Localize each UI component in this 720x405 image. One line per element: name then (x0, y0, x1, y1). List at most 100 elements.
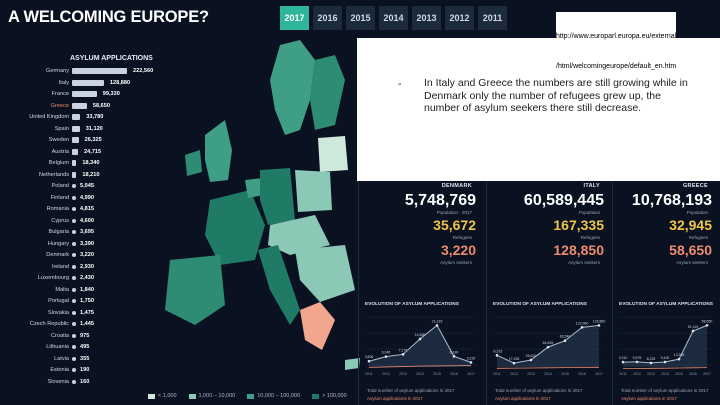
panel-refugees: 35,672 (433, 217, 476, 233)
data-label: 9,310 (619, 356, 627, 360)
legend-swatch (148, 393, 155, 399)
x-tick-label: 2014 (544, 372, 552, 376)
data-label: 9,575 (633, 356, 642, 360)
country-dot (72, 207, 76, 211)
country-row: Bulgaria 3,695 (0, 227, 150, 237)
url-line[interactable]: http://www.europarl.europa.eu/external (556, 33, 677, 40)
country-value: 3,390 (80, 240, 94, 247)
country-value: 26,325 (84, 137, 102, 143)
country-name: Greece (50, 102, 69, 109)
country-name: Finland (50, 194, 69, 201)
country-dot (72, 241, 76, 246)
x-tick-label: 2013 (647, 372, 655, 376)
country-name: Cyprus (51, 217, 69, 224)
x-tick-label: 2011 (619, 372, 627, 376)
x-tick-label: 2012 (510, 372, 518, 376)
x-tick-label: 2015 (561, 372, 569, 376)
panel-country: DENMARK (441, 183, 472, 189)
country-row: Estonia 190 (0, 365, 150, 375)
data-point (649, 361, 653, 365)
panel-asylum-label: Asylum seekers (676, 260, 708, 265)
country-row: Malta 1,840 (0, 285, 150, 295)
country-dot (72, 356, 76, 361)
country-name: Malta (55, 286, 69, 293)
series-area (369, 325, 471, 367)
data-label: 3,220 (467, 356, 476, 360)
year-tab-2012[interactable]: 2012 (445, 6, 474, 30)
country-row: Italy 128,880 (0, 78, 150, 88)
year-tab-2013[interactable]: 2013 (412, 6, 441, 30)
europe-map (165, 40, 360, 370)
panel-asylum-label: Asylum seekers (440, 260, 472, 265)
legend-item: < 1,000 (148, 393, 177, 399)
legend-swatch (188, 393, 196, 399)
country-value: 1,445 (80, 321, 94, 327)
chart-legend-asylum: Asylum applications in 2017 (621, 396, 677, 401)
panel-asylum: 3,220 (440, 242, 476, 258)
panel-country: GREECE (682, 183, 708, 189)
country-value: 31,120 (85, 125, 103, 132)
country-row: Slovenia 160 (0, 377, 150, 387)
x-tick-label: 2017 (595, 372, 603, 376)
source-url[interactable]: http://www.europarl.europa.eu/external /… (556, 12, 677, 82)
country-name: Romania (46, 206, 69, 212)
country-name: Lithuania (46, 344, 69, 350)
evo-chart-title: EVOLUTION OF ASYLUM APPLICATIONS (493, 302, 587, 307)
data-label: 17,335 (509, 357, 520, 361)
legend-label: 1,000 – 10,000 (198, 393, 236, 399)
year-tabs: 2017 2016 2015 2014 2013 2012 2011 (280, 6, 507, 30)
map-italy (258, 245, 300, 325)
country-row: Germany 222,560 (0, 66, 153, 76)
country-name: Poland (51, 183, 69, 189)
x-tick-label: 2014 (416, 372, 424, 376)
evo-line-chart: 9,310 2011 9,575 2012 8,225 2013 9,430 2014 13,2… (619, 316, 712, 376)
country-bar (72, 171, 77, 178)
panel-population-label: Population (686, 210, 708, 215)
country-row: Denmark 3,220 (0, 250, 150, 260)
x-tick-label: 2012 (633, 372, 641, 376)
data-point (384, 355, 388, 358)
country-value: 4,815 (80, 206, 94, 212)
page-title: A WELCOMING EUROPE? (8, 8, 209, 26)
legend-swatch (312, 393, 320, 399)
map-poland (295, 170, 332, 212)
country-row: France 99,330 (0, 89, 150, 99)
country-dot (72, 368, 76, 372)
panel-population-label: Population (578, 210, 600, 215)
country-name: United Kingdom (29, 114, 69, 120)
url-line[interactable]: /html/welcomingeurope/default_en.htm (556, 63, 677, 70)
year-tab-2011[interactable]: 2011 (478, 6, 507, 30)
country-bar (72, 91, 97, 97)
year-tab-2014[interactable]: 2014 (379, 6, 408, 30)
country-name: Estonia (50, 367, 69, 373)
year-tab-2016[interactable]: 2016 (313, 6, 342, 30)
country-dot (72, 276, 76, 280)
legend-item: > 100,000 (312, 393, 347, 399)
country-row: Lithuania 495 (0, 342, 150, 352)
x-tick-label: 2013 (399, 372, 407, 376)
legend-label: < 1,000 (158, 393, 177, 399)
year-tab-2015[interactable]: 2015 (346, 6, 375, 30)
data-label: 7,170 (399, 348, 408, 352)
map-greece (300, 302, 335, 350)
country-value: 2,430 (80, 275, 94, 281)
country-dot (72, 299, 76, 303)
country-value: 4,600 (80, 217, 94, 224)
country-name: Spain (54, 125, 69, 132)
country-dot (72, 253, 76, 257)
country-dot (72, 322, 76, 326)
panel-population: 10,768,193 (631, 192, 712, 209)
year-tab-2017[interactable]: 2017 (280, 6, 309, 30)
country-row: Slovakia 1,475 (0, 308, 150, 318)
panel-country: ITALY (583, 183, 600, 189)
map-iberia (165, 255, 225, 325)
country-value: 24,715 (84, 148, 102, 155)
refugee-line (622, 367, 708, 370)
data-label: 128,850 (593, 319, 606, 323)
country-row: Belgium 18,340 (0, 158, 150, 168)
data-point (691, 329, 695, 333)
country-name: Croatia (50, 332, 69, 339)
country-row: Latvia 355 (0, 354, 150, 364)
country-dot (72, 184, 76, 188)
country-row: Portugal 1,750 (0, 296, 150, 306)
